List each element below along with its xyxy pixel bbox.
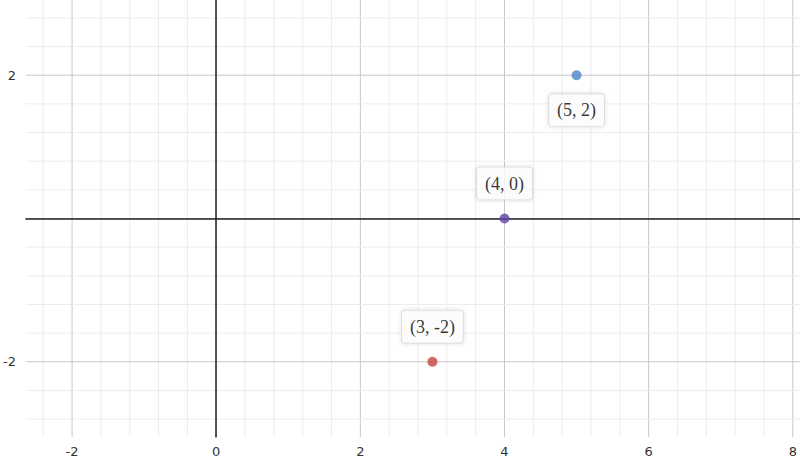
svg-text:(3, -2): (3, -2): [410, 317, 455, 338]
svg-text:0: 0: [212, 444, 220, 458]
svg-text:(5, 2): (5, 2): [557, 100, 596, 121]
svg-text:4: 4: [500, 444, 508, 458]
svg-text:2: 2: [356, 444, 364, 458]
svg-text:6: 6: [645, 444, 653, 458]
svg-text:-2: -2: [66, 444, 79, 458]
svg-text:8: 8: [789, 444, 797, 458]
svg-text:-2: -2: [3, 354, 16, 369]
svg-text:2: 2: [8, 68, 16, 83]
svg-text:(4, 0): (4, 0): [485, 174, 524, 195]
